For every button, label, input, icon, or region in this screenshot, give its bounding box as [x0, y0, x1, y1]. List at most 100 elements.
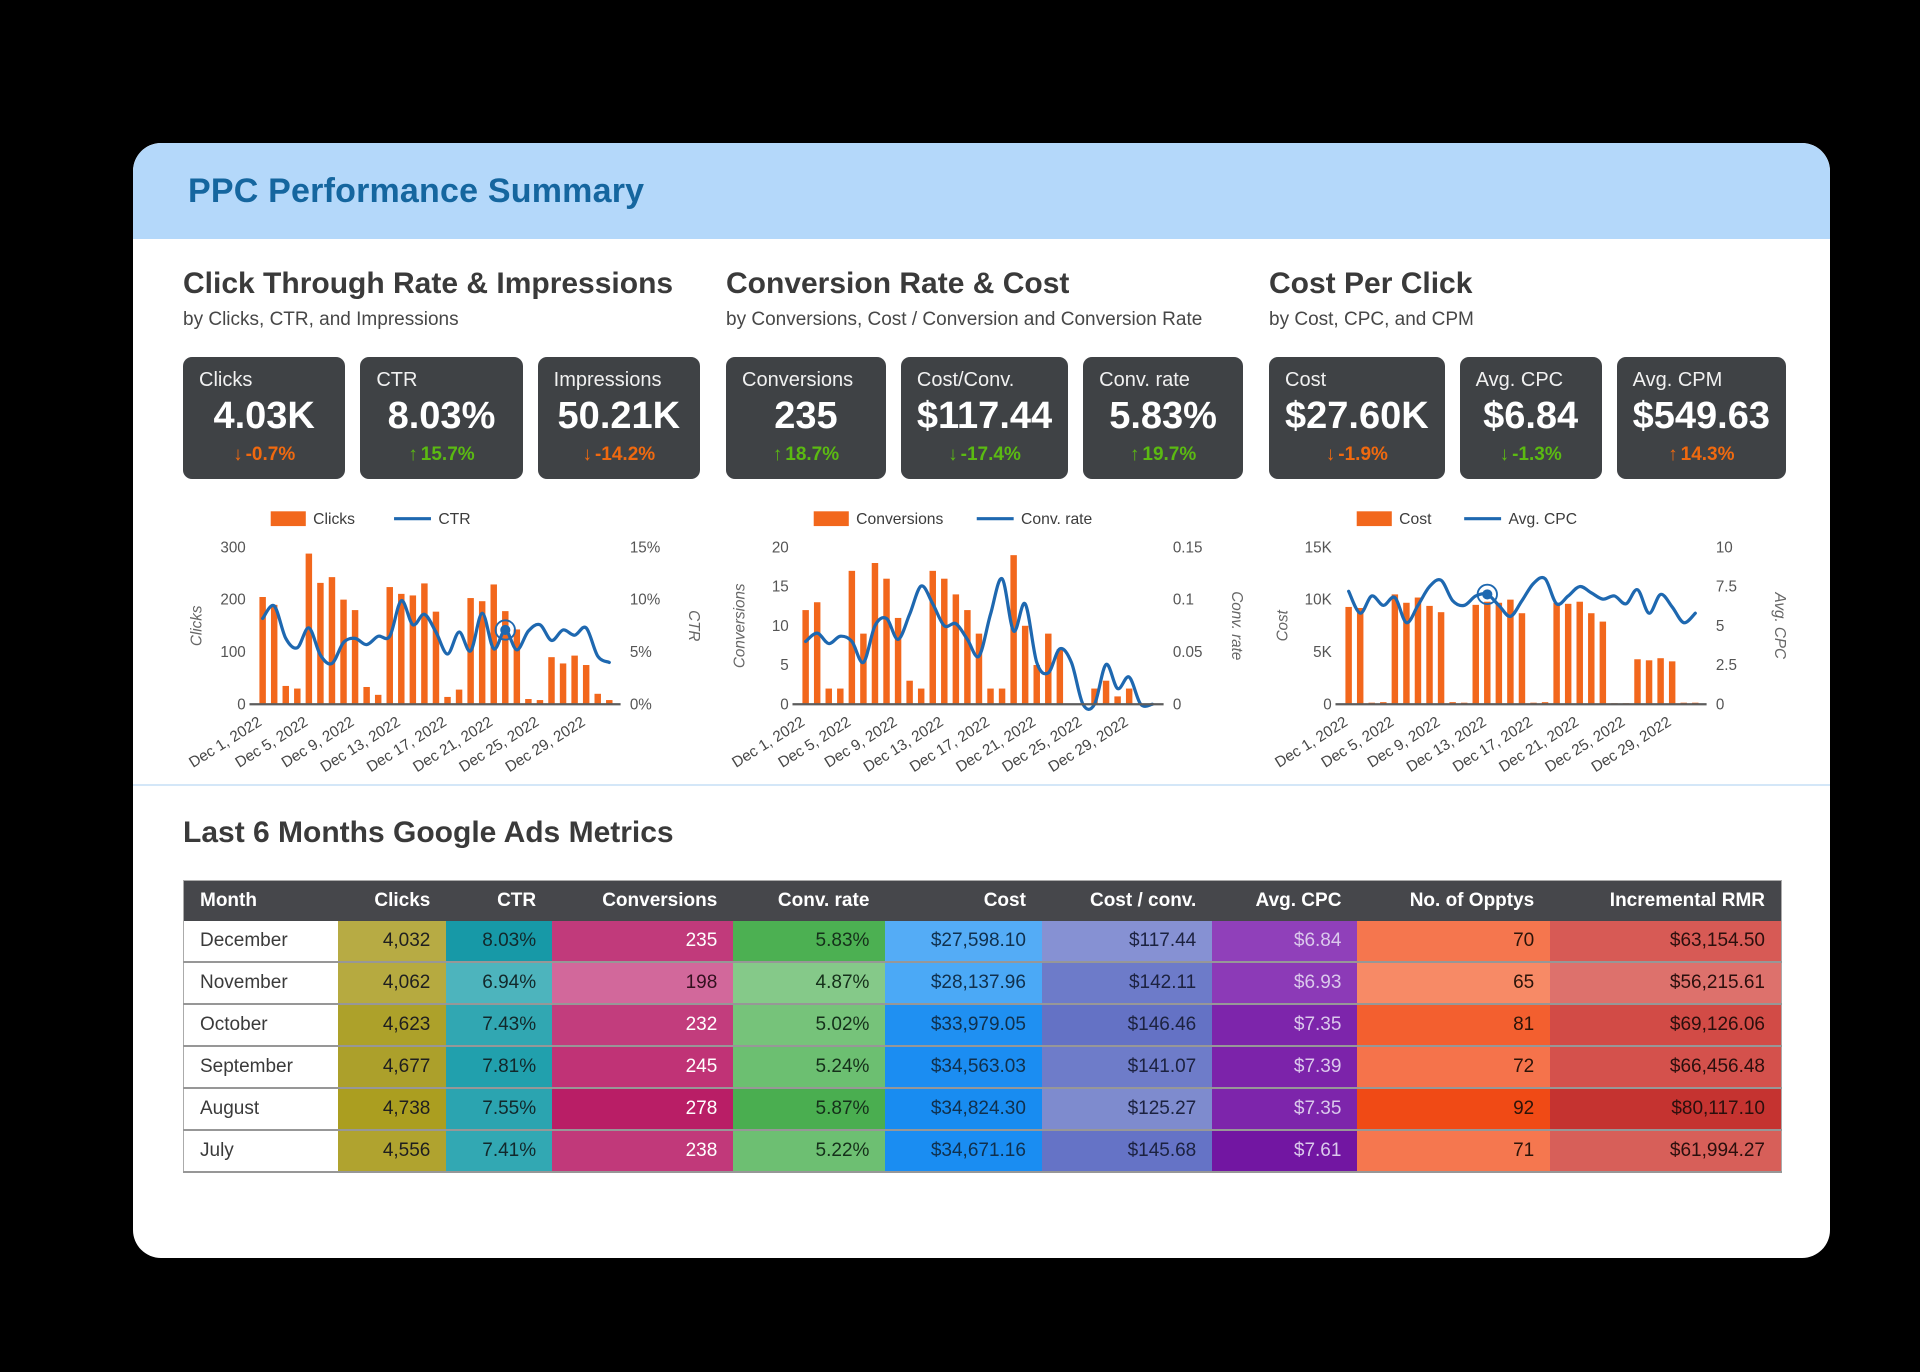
table-title: Last 6 Months Google Ads Metrics	[183, 815, 674, 849]
kpi-row: Conversions 235 ↑ 18.7% Cost/Conv. $117.4…	[726, 357, 1244, 479]
delta-arrow-icon: ↑	[408, 444, 418, 465]
highlight-point	[1482, 589, 1493, 600]
table-row: August 4,738 7.55% 278 5.87% $34,824.30 $125.2…	[183, 1087, 1782, 1131]
svg-text:100: 100	[220, 644, 245, 661]
bar	[409, 595, 417, 705]
svg-text:5%: 5%	[630, 644, 652, 661]
table-cell: 8.03%	[446, 920, 553, 963]
bar	[1657, 658, 1664, 705]
kpi-delta-value: -1.9%	[1338, 444, 1388, 465]
svg-text:Conversions: Conversions	[856, 511, 943, 528]
svg-text:5K: 5K	[1313, 644, 1332, 661]
bar	[1645, 660, 1653, 705]
svg-text:0.1: 0.1	[1173, 592, 1194, 609]
table-cell-month: September	[183, 1045, 338, 1089]
bar	[398, 593, 405, 705]
table-cell: 5.24%	[733, 1045, 886, 1089]
kpi-delta: ↑ 18.7%	[742, 444, 870, 466]
table-cell: 4,556	[338, 1129, 447, 1173]
svg-text:5: 5	[780, 657, 788, 674]
bar	[813, 602, 821, 705]
chart-svg: Conversions Conv. rate 0 5 10 15 20 0 0.05 0.1 0.1…	[729, 511, 1243, 776]
table-cell: 4,032	[338, 920, 447, 963]
table-header-conv-rate: Conv. rate	[733, 880, 886, 921]
table-cell: 278	[552, 1087, 734, 1131]
bar	[536, 700, 544, 705]
svg-text:2.5: 2.5	[1716, 657, 1737, 674]
bar	[525, 699, 532, 705]
kpi-label: Cost/Conv.	[916, 369, 1015, 391]
legend-bar-swatch	[813, 511, 849, 527]
kpi-delta-value: -14.2%	[594, 444, 656, 465]
table-cell: $145.68	[1041, 1129, 1213, 1173]
kpi-card-avg-cpc: Avg. CPC $6.84 ↓ -1.3%	[1459, 357, 1602, 479]
kpi-card-cost-per-conv: Cost/Conv. $117.44 ↓ -17.4%	[900, 357, 1069, 479]
bar	[1564, 603, 1572, 705]
highlight-point	[500, 624, 511, 636]
bar	[1102, 680, 1110, 705]
table-header-clicks: Clicks	[338, 880, 447, 921]
svg-text:Dec 29, 2022: Dec 29, 2022	[1588, 714, 1674, 776]
svg-text:10%: 10%	[630, 592, 660, 609]
delta-arrow-icon: ↓	[1325, 444, 1336, 465]
bar	[1668, 661, 1676, 705]
bar	[351, 610, 359, 705]
kpi-value: $117.44	[916, 395, 1053, 437]
kpi-delta-value: -0.7%	[245, 444, 296, 465]
bar	[1114, 696, 1121, 705]
kpi-delta-value: -17.4%	[960, 444, 1021, 465]
bar	[1472, 604, 1479, 705]
svg-text:CTR: CTR	[438, 511, 470, 528]
kpi-value: 8.03%	[387, 395, 496, 437]
kpi-value: 50.21K	[557, 395, 681, 437]
kpi-value: 4.03K	[213, 395, 315, 437]
kpi-card-impressions: Impressions 50.21K ↓ -14.2%	[537, 357, 700, 479]
kpi-row: Clicks 4.03K ↓ -0.7% CTR 8.03% ↑ 15.7% Imp…	[183, 357, 700, 479]
combo-chart-cost-cpc[interactable]: Cost Avg. CPC 0 5K 10K 15K 0 2.5 5 7.5 10 Dec 1, 20…	[1269, 503, 1786, 780]
table-cell: 7.43%	[446, 1003, 553, 1047]
table-cell: 7.81%	[446, 1045, 553, 1089]
svg-text:10: 10	[1716, 539, 1733, 556]
kpi-delta: ↓ -17.4%	[917, 444, 1052, 466]
table-cell: $27,598.10	[885, 920, 1042, 963]
table-cell: $146.46	[1041, 1003, 1213, 1047]
bar	[1437, 612, 1445, 705]
svg-text:Conversions: Conversions	[731, 583, 748, 668]
table-cell: $63,154.50	[1550, 920, 1782, 963]
combo-chart-clicks-ctr[interactable]: Clicks CTR 0 100 200 300 0% 5% 10% 15% Dec 1, 2022…	[183, 503, 700, 780]
svg-text:0: 0	[780, 696, 788, 713]
table-cell: $34,563.03	[885, 1045, 1042, 1089]
trend-line	[261, 599, 611, 666]
kpi-card-ctr: CTR 8.03% ↑ 15.7%	[360, 357, 523, 479]
table-header-no-of-opptys: No. of Opptys	[1357, 880, 1551, 921]
bar	[1414, 597, 1422, 705]
bar	[1599, 621, 1607, 705]
table-section: Last 6 Months Google Ads Metrics Month Cl…	[133, 786, 1830, 1173]
svg-text:Avg. CPC: Avg. CPC	[1771, 592, 1786, 661]
section-title: Click Through Rate & Impressions	[183, 267, 674, 300]
svg-text:15: 15	[772, 579, 789, 596]
bar	[513, 629, 521, 705]
svg-text:300: 300	[220, 539, 245, 556]
bar	[571, 655, 578, 705]
bar	[1518, 613, 1526, 705]
kpi-label: Conv. rate	[1099, 369, 1190, 391]
table-cell: 4,623	[338, 1003, 447, 1047]
table-header-ctr: CTR	[446, 880, 553, 921]
kpi-delta: ↓ -1.9%	[1285, 444, 1429, 466]
delta-arrow-icon: ↓	[233, 444, 243, 465]
svg-text:0: 0	[237, 696, 245, 713]
bar	[259, 597, 266, 705]
table-row: October 4,623 7.43% 232 5.02% $33,979.05 $146.…	[183, 1003, 1782, 1047]
section-subtitle: by Clicks, CTR, and Impressions	[183, 309, 459, 330]
bar	[917, 688, 925, 705]
table-cell: $7.61	[1212, 1129, 1358, 1173]
combo-chart-conversions-rate[interactable]: Conversions Conv. rate 0 5 10 15 20 0 0.05 0.1 0.1…	[726, 503, 1243, 780]
table-cell: $80,117.10	[1550, 1087, 1782, 1131]
table-cell: 198	[552, 961, 734, 1005]
bar	[964, 610, 971, 705]
delta-arrow-icon: ↑	[1129, 444, 1140, 465]
svg-text:Cost: Cost	[1399, 511, 1432, 528]
table-cell: $7.35	[1212, 1003, 1358, 1047]
bar	[894, 617, 902, 705]
